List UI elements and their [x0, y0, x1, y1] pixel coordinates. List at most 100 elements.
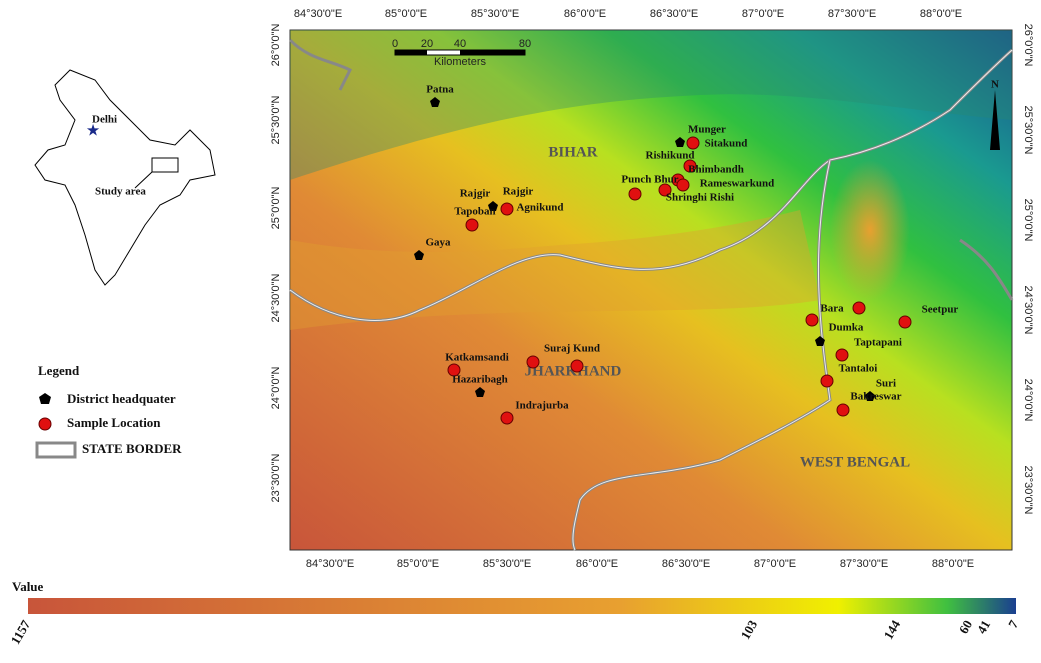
- sample-location: [683, 159, 697, 173]
- region-label: BIHAR: [548, 144, 597, 160]
- longitude-label: 88°0'0"E: [920, 8, 962, 20]
- region-label: WEST BENGAL: [800, 454, 910, 470]
- district-hq: [475, 387, 485, 397]
- latitude-label: 25°0'0"N: [270, 187, 282, 230]
- scale-tick: 20: [421, 38, 433, 50]
- place-label: Tantaloi: [839, 363, 878, 375]
- legend-item: District headquater: [67, 391, 176, 406]
- longitude-label: 87°0'0"E: [742, 8, 784, 20]
- sample-location: [898, 315, 912, 329]
- scale-bar: [460, 50, 525, 55]
- legend-item: Sample Location: [67, 415, 161, 430]
- colorbar-label: 7: [1005, 617, 1021, 631]
- sample-location: [835, 348, 849, 362]
- sample-location: [836, 403, 850, 417]
- place-label: Patna: [426, 84, 454, 96]
- sample-location: [852, 301, 866, 315]
- sample-location: [500, 202, 514, 216]
- place-label: Dumka: [829, 322, 864, 334]
- place-label: Rishikund: [646, 150, 695, 162]
- dem-raster: [289, 29, 1013, 551]
- longitude-label: 85°0'0"E: [397, 558, 439, 570]
- longitude-label: 86°0'0"E: [576, 558, 618, 570]
- map: [288, 29, 1014, 551]
- latitude-label: 25°30'0"N: [270, 95, 282, 144]
- longitude-label: 84°30'0"E: [294, 8, 342, 20]
- latitude-label: 23°30'0"N: [1022, 466, 1034, 515]
- district-hq: [488, 201, 498, 211]
- colorbar-label: 1157: [8, 617, 34, 647]
- longitude-label: 86°0'0"E: [564, 8, 606, 20]
- latitude-label: 25°0'0"N: [1022, 199, 1034, 242]
- latitude-label: 24°30'0"N: [1022, 286, 1034, 335]
- region-label: JHARKHAND: [525, 363, 622, 379]
- scale-unit: Kilometers: [434, 56, 486, 68]
- place-label: Rajgir: [460, 188, 491, 200]
- place-label: Suri: [876, 378, 896, 390]
- longitude-label: 88°0'0"E: [932, 558, 974, 570]
- legend-symbol: [35, 441, 77, 459]
- district-hq: [430, 97, 440, 107]
- legend-item: STATE BORDER: [82, 441, 182, 456]
- sample-location: [686, 136, 700, 150]
- state-border: [289, 49, 1013, 321]
- place-label: Bara: [820, 303, 844, 315]
- north-arrow: [990, 90, 1000, 150]
- sample-location: [465, 218, 479, 232]
- state-border: [959, 238, 1014, 301]
- latitude-label: 25°30'0"N: [1022, 106, 1034, 155]
- place-label: Katkamsandi: [445, 352, 509, 364]
- district-hq: [414, 250, 424, 260]
- hills: [830, 160, 910, 300]
- colorbar: Value: [12, 579, 1016, 614]
- place-label: Hazaribagh: [452, 374, 508, 386]
- plateau: [290, 210, 820, 330]
- district-hq: [815, 336, 825, 346]
- place-label: Rameswarkund: [700, 178, 775, 190]
- latitude-label: 24°30'0"N: [270, 273, 282, 322]
- sample-location: [570, 359, 584, 373]
- sample-location: [658, 183, 672, 197]
- delhi-star: ★: [86, 123, 100, 140]
- colorbar-title: Value: [12, 579, 44, 594]
- place-label: Punch Bhur: [621, 174, 678, 186]
- place-label: Tapoban: [454, 206, 495, 218]
- inset: ★ Delhi Study area: [34, 69, 216, 286]
- inset-label: Delhi: [92, 114, 117, 126]
- sample-location: [628, 187, 642, 201]
- sample-location: [526, 355, 540, 369]
- place-label: Agnikund: [516, 202, 563, 214]
- place-label: Suraj Kund: [544, 343, 600, 355]
- legend-symbol: [39, 393, 51, 404]
- scale-bar: [395, 50, 427, 55]
- latitude-label: 23°30'0"N: [270, 453, 282, 502]
- study-area-box: [151, 157, 179, 173]
- place-label: Seetpur: [922, 304, 959, 316]
- district-hq: [865, 391, 875, 401]
- district-hq: [675, 137, 685, 147]
- place-label: Shringhi Rishi: [666, 192, 734, 204]
- sample-location: [676, 178, 690, 192]
- colorbar-label: 60: [956, 617, 975, 636]
- colorbar-ramp: [28, 598, 1016, 614]
- longitude-label: 85°30'0"E: [471, 8, 519, 20]
- colorbar-label: 144: [880, 617, 903, 642]
- longitude-label: 84°30'0"E: [306, 558, 354, 570]
- latitude-label: 26°0'0"N: [270, 24, 282, 67]
- leader: [134, 171, 153, 189]
- longitude-label: 86°30'0"E: [650, 8, 698, 20]
- north-label: N: [991, 79, 999, 91]
- place-label: Munger: [688, 124, 726, 136]
- longitude-label: 85°0'0"E: [385, 8, 427, 20]
- sample-location: [500, 411, 514, 425]
- plain: [290, 30, 1012, 180]
- colorbar-label: 103: [737, 617, 760, 642]
- scale-tick: 0: [392, 38, 398, 50]
- state-border: [288, 38, 353, 91]
- scale-tick: 80: [519, 38, 531, 50]
- place-label: Taptapani: [854, 337, 902, 349]
- longitude-label: 86°30'0"E: [662, 558, 710, 570]
- longitude-label: 87°30'0"E: [840, 558, 888, 570]
- legend: Legend District headquater Sample Locati…: [35, 363, 182, 459]
- sample-location: [447, 363, 461, 377]
